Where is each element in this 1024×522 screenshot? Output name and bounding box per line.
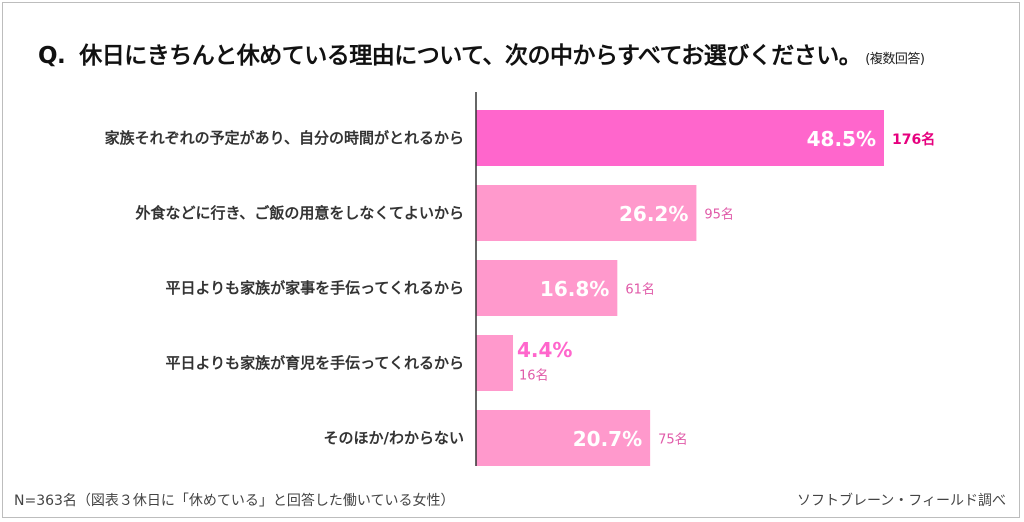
category-label-5: そのほか/わからない xyxy=(324,429,464,447)
source-note: ソフトブレーン・フィールド調べ xyxy=(796,493,1006,509)
count-label-4: 16名 xyxy=(519,368,549,384)
category-label-4: 平日よりも家族が育児を手伝ってくれるから xyxy=(165,354,464,372)
sample-note: N=363名（図表３休日に「休めている」と回答した働いている女性） xyxy=(14,493,455,509)
value-label-5: 20.7% xyxy=(573,427,642,451)
count-label-1: 176名 xyxy=(892,131,935,148)
value-label-3: 16.8% xyxy=(540,277,609,301)
question-text: 休日にきちんと休めている理由について、次の中からすべてお選びください。 xyxy=(79,43,862,69)
value-label-2: 26.2% xyxy=(619,202,688,226)
count-label-2: 95名 xyxy=(704,207,734,223)
value-label-1: 48.5% xyxy=(807,127,876,151)
category-label-2: 外食などに行き、ご飯の用意をしなくてよいから xyxy=(134,204,464,222)
value-label-4: 4.4% xyxy=(517,338,572,362)
bar-1 xyxy=(476,110,884,166)
bar-2 xyxy=(476,185,697,241)
bar-5 xyxy=(476,410,651,466)
count-label-5: 75名 xyxy=(658,432,688,448)
question-note: (複数回答) xyxy=(865,52,925,67)
category-label-3: 平日よりも家族が家事を手伝ってくれるから xyxy=(165,279,464,297)
bar-3 xyxy=(476,260,618,316)
bar-4 xyxy=(476,335,514,391)
category-label-1: 家族それぞれの予定があり、自分の時間がとれるから xyxy=(105,129,464,147)
question-prefix: Q. xyxy=(38,43,66,69)
chart-title: Q. 休日にきちんと休めている理由について、次の中からすべてお選びください。 (複数… xyxy=(38,36,925,70)
count-label-3: 61名 xyxy=(625,282,655,298)
